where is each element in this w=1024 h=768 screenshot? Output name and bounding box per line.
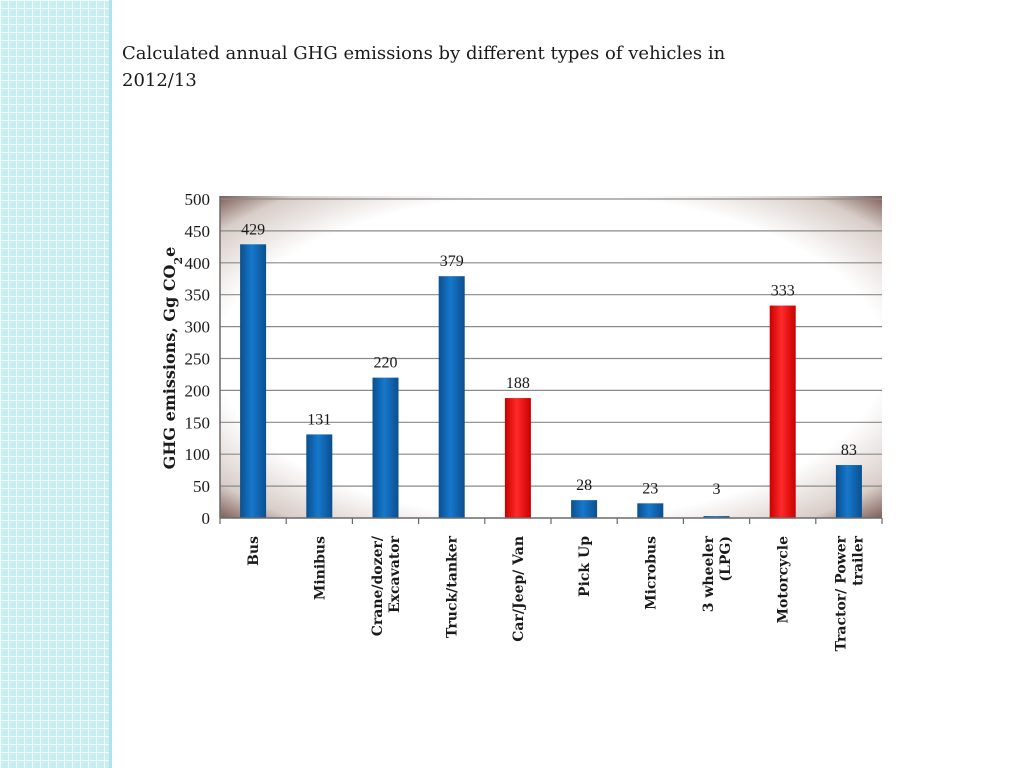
x-tick-label: Pick Up <box>577 536 593 597</box>
data-label: 188 <box>506 375 530 392</box>
y-tick-label: 0 <box>202 509 211 528</box>
bar <box>703 516 730 518</box>
data-label: 429 <box>241 221 265 238</box>
x-tick-label: 3 wheeler (LPG) <box>701 535 734 612</box>
x-tick-label-line: Excavator <box>387 535 403 613</box>
y-axis-label: GHG emissions, Gg CO2e <box>160 247 185 470</box>
x-tick-label-line: Car/Jeep/ Van <box>511 536 527 642</box>
x-tick-label: Microbus <box>643 536 659 610</box>
y-tick-label: 50 <box>193 477 210 496</box>
x-tick-label-line: Pick Up <box>577 536 593 597</box>
bar <box>372 377 399 518</box>
x-tick-label: Minibus <box>312 536 328 600</box>
decorative-side-strip <box>0 0 112 768</box>
y-tick-labels: 0 50 100 150 200 250 300 350 400 450 500 <box>185 190 211 528</box>
y-tick-label: 300 <box>185 318 211 337</box>
x-tick-label-line: Truck/tanker <box>445 535 461 638</box>
bars <box>240 244 862 518</box>
y-tick-label: 200 <box>185 381 211 400</box>
y-tick-label: 350 <box>185 286 211 305</box>
slide-title: Calculated annual GHG emissions by diffe… <box>122 43 726 91</box>
x-tick-label-line: Microbus <box>643 536 659 610</box>
data-label: 23 <box>642 480 658 497</box>
x-tick-label-line: (LPG) <box>718 536 734 582</box>
x-tick-label: Crane/dozer/Excavator <box>370 535 403 636</box>
y-tick-label: 100 <box>185 445 211 464</box>
data-label: 131 <box>307 411 331 428</box>
y-tick-label: 150 <box>185 413 211 432</box>
x-tick-label: Motorcycle <box>776 536 792 624</box>
data-label: 220 <box>374 355 398 372</box>
x-category-labels: Bus Minibus Crane/dozer/Excavator Truck/tan… <box>246 535 866 651</box>
x-tick-label-line: Crane/dozer/ <box>370 535 386 636</box>
bar <box>438 276 465 518</box>
bar <box>504 398 531 518</box>
bar <box>240 244 267 518</box>
bar <box>571 500 598 518</box>
axes <box>219 196 883 524</box>
x-tick-label: Tractor/ Power trailer <box>833 535 866 651</box>
data-label: 83 <box>841 442 857 459</box>
data-label: 3 <box>713 481 721 498</box>
x-tick-label-line: 3 wheeler <box>701 535 717 612</box>
bar <box>769 305 796 518</box>
x-tick-label-line: trailer <box>850 535 866 585</box>
x-tick-label-line: Bus <box>246 536 262 566</box>
x-tick-label: Bus <box>246 536 262 566</box>
bar <box>835 465 862 518</box>
x-tick-label-line: Minibus <box>312 536 328 600</box>
x-tick-label: Car/Jeep/ Van <box>511 536 527 642</box>
y-tick-label: 250 <box>185 350 211 369</box>
data-label: 379 <box>440 253 464 270</box>
x-tick-label: Truck/tanker <box>445 535 461 638</box>
data-label: 333 <box>771 283 795 300</box>
data-label: 28 <box>576 477 592 494</box>
x-tick-label-line: Motorcycle <box>776 536 792 624</box>
x-tick-label-line: Tractor/ Power <box>833 535 849 651</box>
bar <box>306 434 333 518</box>
y-tick-label: 450 <box>185 222 211 241</box>
bar <box>637 503 664 518</box>
y-tick-label: 400 <box>185 254 211 273</box>
y-tick-label: 500 <box>185 190 211 209</box>
